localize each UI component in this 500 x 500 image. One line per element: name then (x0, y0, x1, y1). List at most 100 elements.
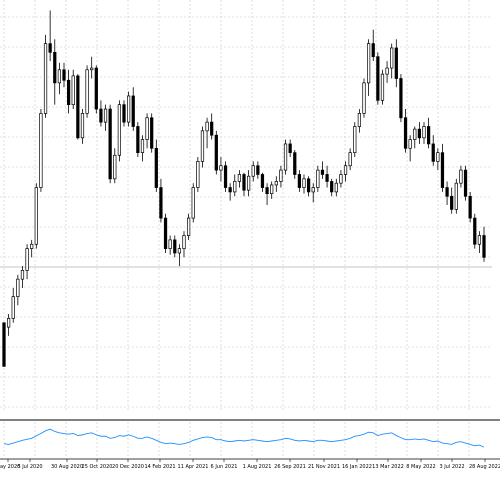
candle-bearish (214, 134, 218, 171)
candle-bearish (297, 174, 302, 188)
candle-bearish (260, 174, 265, 188)
time-axis-label: 16 Jan 2022 (342, 464, 372, 470)
candle-bearish (293, 152, 297, 175)
candle-bullish (71, 75, 75, 106)
candle-bearish (330, 181, 334, 193)
candle-bearish (431, 143, 435, 162)
candle-bullish (168, 239, 172, 249)
candle-bearish (210, 121, 214, 136)
candle-bullish (348, 152, 352, 167)
candle-bullish (20, 270, 25, 280)
candle-bullish (205, 121, 209, 132)
candle-bearish (62, 69, 66, 81)
candle-bearish (256, 165, 260, 175)
candle-bearish (450, 195, 454, 210)
candle-bullish (39, 113, 43, 188)
candle-bearish (440, 152, 445, 188)
candle-bearish (288, 143, 292, 154)
candle-bearish (306, 178, 311, 193)
candle-bearish (403, 117, 408, 149)
candle-bullish (436, 152, 440, 162)
candle-bullish (126, 95, 131, 123)
candle-bullish (237, 174, 242, 182)
candle-bullish (380, 73, 385, 101)
candle-bearish (394, 47, 398, 79)
candle-bearish (136, 126, 140, 154)
candle-bullish (279, 169, 283, 182)
candle-bearish (376, 56, 380, 101)
candle-bullish (366, 43, 371, 84)
candle-bullish (140, 139, 145, 154)
candle-bearish (223, 165, 228, 188)
time-axis-label: 28 Aug 2022 (469, 464, 500, 470)
candle-bearish (2, 322, 6, 367)
candle-bullish (200, 130, 205, 162)
candle-bullish (6, 318, 11, 328)
time-axis-label: 11 Apr 2021 (178, 464, 209, 470)
candle-bullish (145, 117, 149, 140)
candle-bullish (219, 165, 223, 171)
candle-bullish (34, 187, 38, 245)
time-axis-label: 26 Sep 2021 (274, 464, 306, 470)
candle-bullish (30, 243, 34, 249)
candle-bearish (325, 174, 329, 182)
time-axis-label: 20 Dec 2020 (112, 464, 144, 470)
candle-bullish (454, 182, 458, 210)
candle-bullish (413, 128, 417, 140)
candle-bullish (233, 181, 237, 193)
time-axis-label: 1 Aug 2021 (243, 464, 272, 470)
candle-bearish (108, 108, 112, 180)
candle-bullish (11, 296, 15, 319)
candle-bearish (122, 104, 126, 123)
candle-bullish (477, 235, 482, 245)
candle-bullish (311, 187, 315, 193)
candle-bearish (473, 217, 477, 245)
candle-bullish (57, 69, 62, 84)
candle-bullish (117, 104, 122, 156)
candle-bearish (399, 78, 403, 119)
candle-bullish (103, 108, 108, 123)
candle-bearish (482, 235, 486, 258)
candle-bearish (426, 126, 431, 145)
candle-bullish (16, 278, 20, 297)
time-axis-label: May 2020 (0, 464, 20, 470)
time-axis-label: 13 Mar 2022 (372, 464, 404, 470)
candle-bearish (99, 108, 103, 123)
indicator-panel (0, 422, 500, 460)
candle-bullish (177, 248, 182, 254)
candle-bullish (422, 126, 426, 139)
candle-bearish (228, 187, 232, 193)
candle-bearish (320, 169, 325, 175)
candle-bearish (163, 217, 168, 249)
candle-bullish (343, 165, 348, 175)
candle-bearish (265, 187, 269, 195)
time-axis-label: 25 Oct 2020 (82, 464, 113, 470)
candle-bearish (131, 95, 135, 127)
candle-bullish (274, 181, 278, 186)
candle-bearish (154, 147, 158, 188)
candle-bullish (302, 178, 306, 188)
candle-bullish (85, 69, 89, 114)
candle-bearish (159, 187, 163, 219)
time-axis-label: 6 Jun 2021 (211, 464, 238, 470)
candle-bearish (53, 51, 57, 84)
candle-bullish (90, 67, 94, 71)
candle-bullish (339, 174, 343, 184)
candle-bearish (48, 43, 52, 53)
candle-bearish (417, 128, 422, 139)
candle-bearish (66, 79, 71, 106)
candle-bearish (371, 43, 375, 58)
candle-bearish (242, 174, 246, 191)
candle-bullish (186, 217, 191, 236)
time-axis-label: 5 Jul 2020 (17, 464, 42, 470)
candle-bullish (283, 143, 288, 171)
indicator-line (3, 428, 485, 448)
candle-bullish (43, 43, 48, 114)
time-axis-label: 21 Nov 2021 (308, 464, 340, 470)
candle-bullish (191, 187, 195, 219)
candle-bullish (353, 126, 357, 154)
candle-bullish (408, 139, 412, 149)
candle-bullish (113, 154, 117, 180)
